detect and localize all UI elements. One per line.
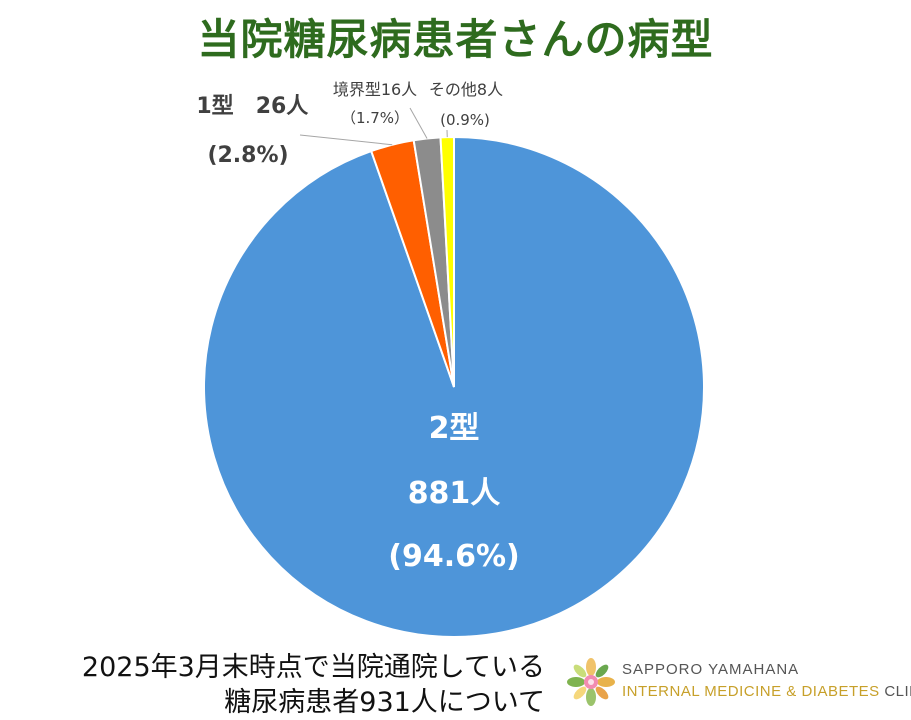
logo-text-line2-a: INTERNAL MEDICINE & DIABETES (622, 683, 880, 700)
slice-label-type2-name: 2型 (429, 411, 480, 446)
slice-label-other-pct: (0.9%) (440, 111, 490, 129)
slice-label-type1-name: 1型 (196, 94, 233, 119)
slice-label-type1-pct: (2.8%) (207, 143, 288, 168)
slice-label-other-name: その他8人 (429, 80, 503, 99)
leader-line-borderline (409, 107, 428, 139)
logo-text-line2-b: CLINIC (884, 683, 911, 700)
slice-label-type2-count: 881人 (408, 476, 501, 511)
flower-logo-icon (567, 658, 615, 706)
slice-label-borderline-name: 境界型16人 (333, 80, 417, 99)
slice-label-type1-count: 26人 (256, 94, 309, 119)
chart-title: 当院糖尿病患者さんの病型 (197, 15, 714, 64)
leader-line-type1 (299, 134, 393, 146)
footnote-line1: 2025年3月末時点で当院通院している (81, 652, 545, 683)
logo-text-line2: INTERNAL MEDICINE & DIABETES CLINIC (622, 683, 911, 700)
slice-label-borderline-pct: （1.7%） (341, 109, 409, 127)
clinic-logo: SAPPORO YAMAHANA INTERNAL MEDICINE & DIA… (566, 655, 911, 710)
footnote-line2: 糖尿病患者931人について (224, 687, 545, 718)
logo-text-line1: SAPPORO YAMAHANA (622, 661, 800, 678)
slice-label-type2-pct: (94.6%) (388, 539, 520, 574)
